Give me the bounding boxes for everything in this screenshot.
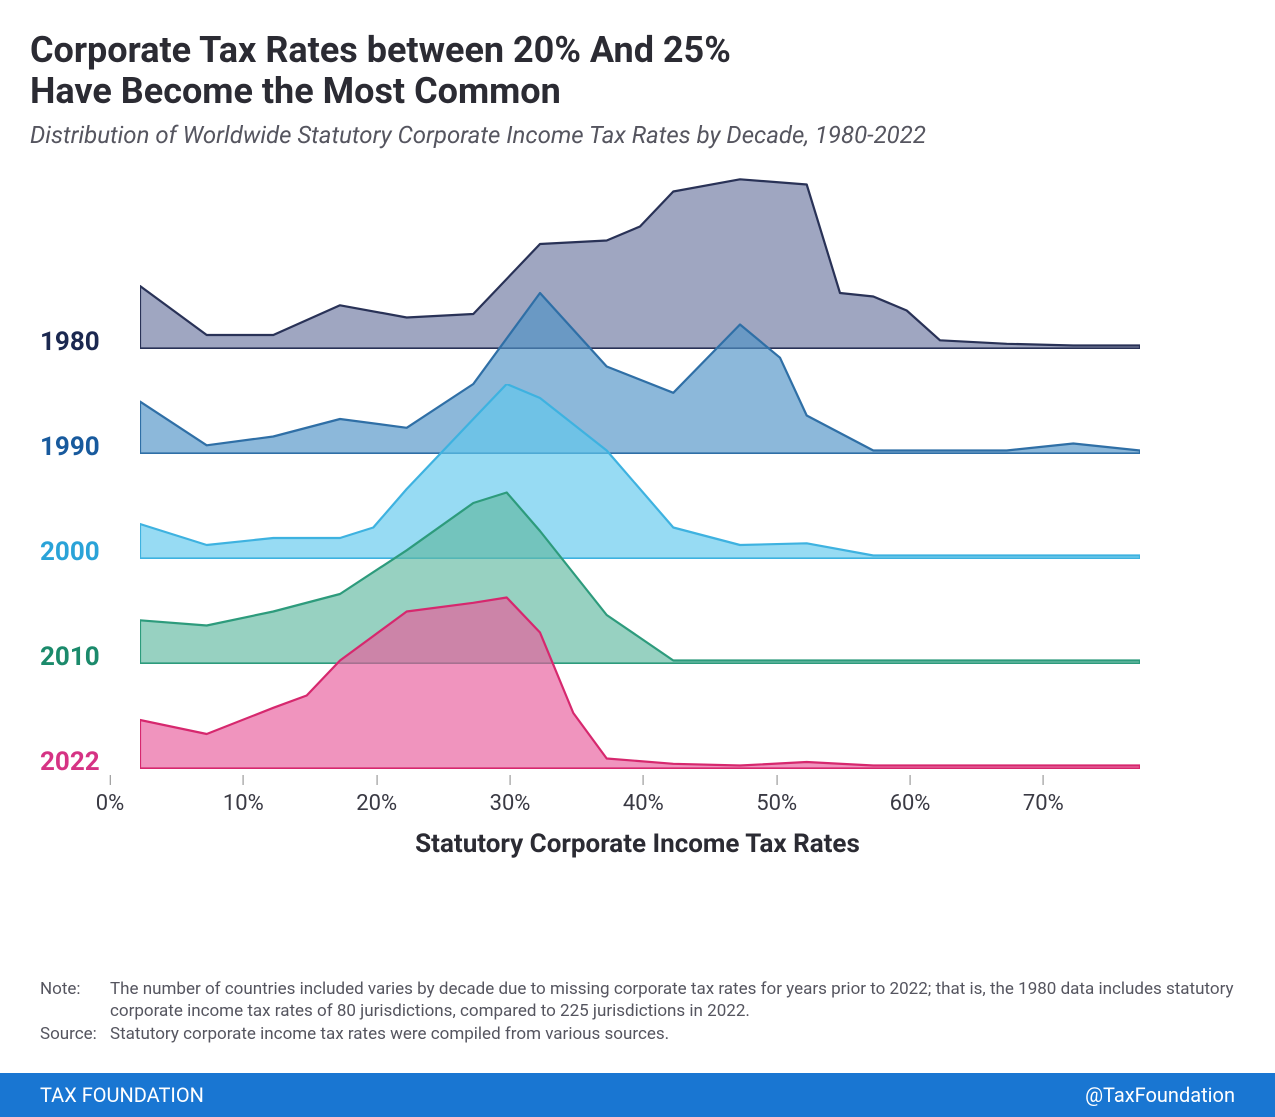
- footer-bar: TAX FOUNDATION @TaxFoundation: [0, 1073, 1275, 1117]
- title-line-2: Have Become the Most Common: [30, 70, 561, 112]
- x-tick-mark: [1043, 775, 1044, 785]
- footer-org: TAX FOUNDATION: [40, 1083, 204, 1107]
- x-tick-mark: [109, 775, 110, 785]
- source-text: Statutory corporate income tax rates wer…: [110, 1024, 669, 1045]
- x-tick-mark: [510, 775, 511, 785]
- x-axis-title: Statutory Corporate Income Tax Rates: [0, 829, 1275, 859]
- x-tick-mark: [776, 775, 777, 785]
- footer-handle: @TaxFoundation: [1085, 1083, 1235, 1107]
- x-tick: 10%: [223, 775, 264, 816]
- x-tick-label: 40%: [623, 791, 664, 816]
- note-text: The number of countries included varies …: [110, 979, 1235, 1022]
- title-line-1: Corporate Tax Rates between 20% And 25%: [30, 29, 731, 71]
- x-tick-mark: [643, 775, 644, 785]
- x-tick: 0%: [96, 775, 124, 816]
- x-tick-label: 20%: [356, 791, 397, 816]
- x-tick-label: 0%: [96, 791, 124, 816]
- note-label: Note:: [40, 979, 110, 1022]
- x-tick-label: 70%: [1023, 791, 1064, 816]
- ridge-svg: [140, 594, 1140, 769]
- chart-subtitle: Distribution of Worldwide Statutory Corp…: [30, 121, 1245, 149]
- x-tick: 60%: [890, 775, 931, 816]
- x-tick-label: 30%: [490, 791, 531, 816]
- chart-title: Corporate Tax Rates between 20% And 25% …: [30, 30, 1245, 113]
- x-tick-label: 60%: [890, 791, 931, 816]
- x-tick-label: 10%: [223, 791, 264, 816]
- chart-notes: Note: The number of countries included v…: [40, 979, 1235, 1047]
- x-tick: 20%: [356, 775, 397, 816]
- x-tick-mark: [910, 775, 911, 785]
- ridgeline-chart: 19801990200020102022: [40, 174, 1140, 769]
- ridge-row: 2022: [40, 594, 1140, 769]
- ridge-label: 2022: [40, 747, 100, 777]
- x-tick: 50%: [756, 775, 797, 816]
- source-label: Source:: [40, 1024, 110, 1045]
- x-tick-label: 50%: [756, 791, 797, 816]
- x-tick-mark: [243, 775, 244, 785]
- x-tick-mark: [376, 775, 377, 785]
- x-tick: 70%: [1023, 775, 1064, 816]
- chart-container: Corporate Tax Rates between 20% And 25% …: [0, 0, 1275, 1117]
- x-tick: 30%: [490, 775, 531, 816]
- x-tick: 40%: [623, 775, 664, 816]
